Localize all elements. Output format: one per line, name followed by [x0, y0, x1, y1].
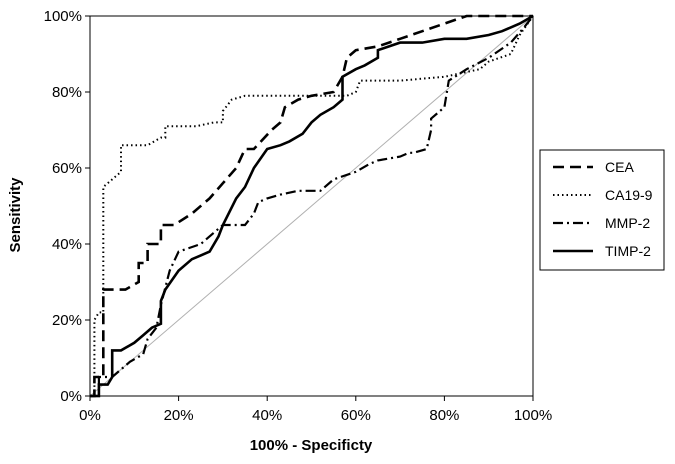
y-tick-label: 60%: [52, 160, 82, 177]
series-line-timp-2: [90, 14, 534, 398]
x-tick-label: 0%: [79, 407, 101, 424]
x-tick-label: 60%: [341, 407, 371, 424]
legend-items: CEA CA19-9 MMP-2 TIMP-2: [553, 159, 653, 259]
x-axis-title: 100% - Specificty: [250, 437, 373, 454]
y-axis-title: Sensitivity: [7, 177, 24, 253]
reference-diagonal: [89, 15, 534, 397]
legend: CEA CA19-9 MMP-2 TIMP-2: [539, 149, 665, 271]
y-tick-label: 0%: [60, 388, 82, 405]
plot-area: [89, 14, 534, 398]
legend-label: CEA: [605, 159, 634, 175]
x-tick-label: 80%: [429, 407, 459, 424]
series-group: [90, 14, 534, 398]
x-tick-label: 40%: [252, 407, 282, 424]
plot-frame: [89, 15, 534, 397]
legend-label: TIMP-2: [605, 243, 651, 259]
y-axis-ticks: 0% 20% 40% 60% 80% 100%: [44, 8, 90, 405]
legend-label: MMP-2: [605, 215, 650, 231]
x-axis-ticks: 0% 20% 40% 60% 80% 100%: [79, 396, 552, 424]
x-tick-label: 100%: [514, 407, 552, 424]
y-tick-label: 20%: [52, 312, 82, 329]
x-tick-label: 20%: [164, 407, 194, 424]
y-tick-label: 100%: [44, 8, 82, 25]
series-line-mmp-2: [90, 15, 534, 398]
y-tick-label: 80%: [52, 84, 82, 101]
series-line-cea: [90, 14, 533, 398]
y-tick-label: 40%: [52, 236, 82, 253]
legend-label: CA19-9: [605, 187, 653, 203]
